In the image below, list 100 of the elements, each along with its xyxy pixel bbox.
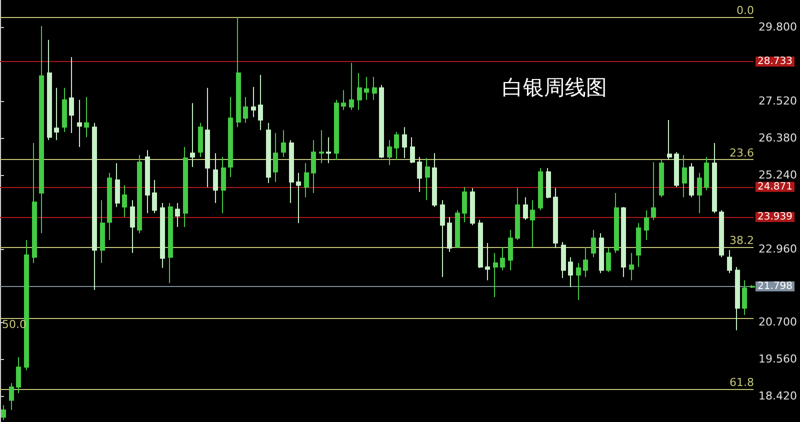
- candlestick: [319, 130, 324, 164]
- candlestick: [77, 99, 82, 148]
- y-tick-label: 27.520: [758, 94, 798, 108]
- candlestick: [682, 154, 687, 198]
- candlestick: [508, 229, 513, 271]
- candlestick: [750, 284, 755, 289]
- ref-line-label: 23.939: [758, 212, 793, 222]
- candlestick: [175, 202, 180, 228]
- candlestick: [561, 241, 566, 278]
- candlestick: [530, 200, 535, 248]
- candlestick: [130, 200, 135, 254]
- candlestick: [447, 216, 452, 253]
- candlestick: [651, 162, 656, 220]
- candlestick: [553, 188, 558, 249]
- candlestick: [243, 96, 248, 124]
- candlestick: [523, 196, 528, 220]
- candlestick: [719, 210, 724, 258]
- candlestick: [213, 152, 218, 204]
- candlestick: [266, 122, 271, 184]
- candlestick: [478, 219, 483, 268]
- candlestick: [16, 356, 21, 394]
- candlestick: [9, 382, 14, 410]
- candlestick: [614, 192, 619, 254]
- candlestick: [485, 242, 490, 281]
- candlestick: [515, 188, 520, 241]
- candlestick: [357, 72, 362, 110]
- candlestick: [289, 140, 294, 204]
- candlestick: [32, 142, 37, 264]
- candlestick: [674, 152, 679, 188]
- text: 白银周线图: [502, 76, 607, 100]
- candlestick: [54, 87, 59, 141]
- candlestick: [115, 162, 120, 208]
- candlestick: [92, 122, 97, 290]
- annotation: 61.8: [730, 376, 754, 390]
- candlestick: [591, 229, 596, 258]
- y-tick-label: 19.560: [758, 352, 798, 366]
- y-tick-label: 20.700: [758, 316, 798, 329]
- candlestick: [334, 99, 339, 160]
- candlestick: [402, 126, 407, 158]
- candlestick: [455, 210, 460, 249]
- candlestick: [304, 162, 309, 198]
- candlestick: [364, 76, 369, 100]
- y-tick-label: 18.420: [758, 390, 798, 403]
- candlestick: [168, 202, 173, 284]
- candlestick: [576, 262, 581, 301]
- candlestick: [69, 56, 74, 134]
- candlestick: [629, 252, 634, 281]
- candlestick: [538, 168, 543, 211]
- candlestick: [326, 136, 331, 164]
- candlestick: [440, 200, 445, 278]
- candlestick: [470, 188, 475, 226]
- candlestick: [697, 172, 702, 214]
- candlestick: [583, 246, 588, 278]
- candlestick: [39, 25, 44, 234]
- candlestick: [546, 168, 551, 199]
- candlestick: [183, 146, 188, 228]
- candlestick: [704, 156, 709, 191]
- candlestick: [100, 200, 105, 264]
- candlestick: [689, 162, 694, 198]
- candlestick: [160, 202, 165, 268]
- candlestick: [667, 120, 672, 160]
- candlestick: [387, 140, 392, 166]
- candlestick: [145, 150, 150, 214]
- candlestick: [599, 232, 604, 274]
- candlestick: [493, 252, 498, 298]
- candlestick: [341, 90, 346, 110]
- annotation: 0.0: [736, 4, 754, 17]
- candlestick: [742, 280, 747, 316]
- y-tick-label: 29.800: [758, 20, 798, 34]
- y-tick-label: 25.240: [758, 168, 798, 182]
- candlestick: [228, 96, 233, 178]
- candlestick: [712, 142, 717, 214]
- candlestick: [568, 256, 573, 288]
- candlestick: [62, 87, 67, 133]
- ref-line-label: 28.733: [758, 56, 793, 68]
- candlestick: [432, 152, 437, 208]
- y-tick-label: 26.380: [758, 131, 798, 144]
- annotation: 23.6: [730, 146, 754, 160]
- candlestick: [372, 76, 377, 100]
- candlestick: [221, 156, 226, 214]
- candlestick: [152, 180, 157, 214]
- candlestick: [1, 404, 6, 421]
- candlestick: [410, 136, 415, 164]
- candlestick: [24, 240, 29, 371]
- candlestick: [417, 156, 422, 193]
- candlestick: [644, 210, 649, 241]
- candlestick: [462, 186, 467, 223]
- candlestick: [636, 222, 641, 268]
- candlestick: [137, 154, 142, 234]
- candlestick: [251, 86, 256, 118]
- candlestick: [606, 248, 611, 273]
- candlestick: [425, 157, 430, 201]
- candlestick: [258, 74, 263, 131]
- candlestick: [273, 132, 278, 182]
- candlestick: [727, 250, 732, 274]
- candlestick: [394, 132, 399, 160]
- candlestick: [735, 266, 740, 331]
- candlestick: [84, 96, 89, 138]
- ref-line-label: 24.871: [758, 181, 793, 192]
- ref-line-label: 21.798: [758, 280, 793, 292]
